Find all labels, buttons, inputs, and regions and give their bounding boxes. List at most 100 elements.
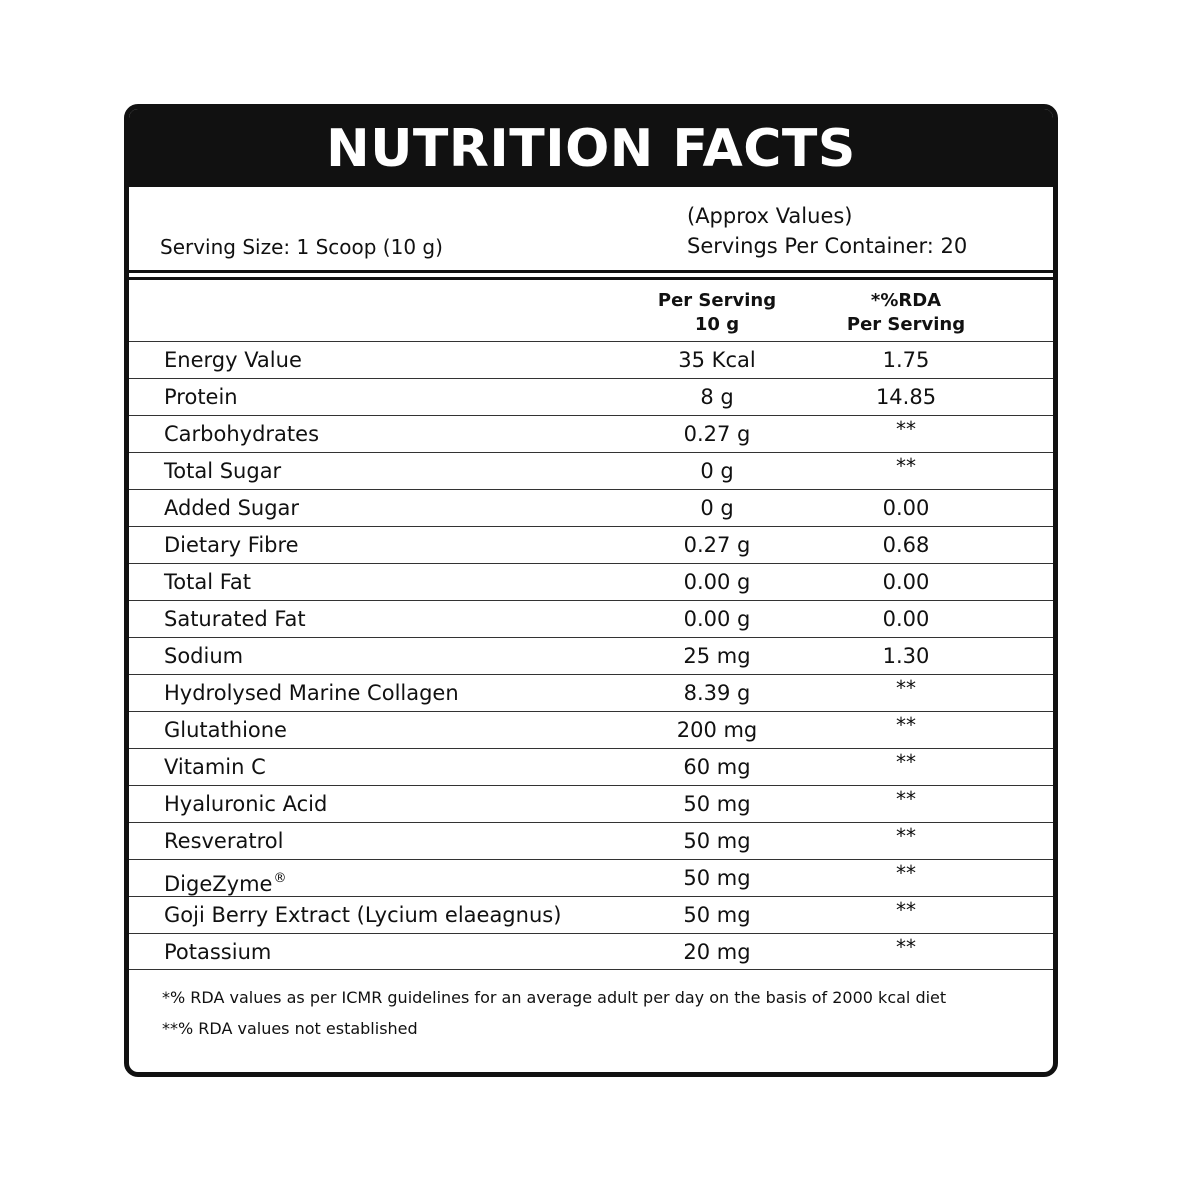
column-header-line: Per Serving: [846, 314, 966, 335]
nutrient-amount: 35 Kcal: [678, 348, 756, 372]
table-row: Potassium 20 mg **: [129, 933, 1053, 970]
table-row: Resveratrol 50 mg **: [129, 822, 1053, 859]
nutrient-rda: **: [896, 898, 916, 922]
nutrient-rda: **: [896, 935, 916, 959]
nutrient-amount: 50 mg: [683, 792, 751, 816]
nutrient-name: Resveratrol: [164, 823, 283, 860]
registered-mark: ®: [273, 871, 287, 886]
nutrition-facts-panel: NUTRITION FACTS Serving Size: 1 Scoop (1…: [124, 104, 1058, 1077]
table-row: Added Sugar 0 g 0.00: [129, 489, 1053, 526]
nutrient-name-text: Glutathione: [164, 718, 287, 742]
nutrient-name-text: Hyaluronic Acid: [164, 792, 328, 816]
nutrient-name-text: Protein: [164, 385, 238, 409]
title-band: NUTRITION FACTS: [129, 109, 1053, 187]
nutrient-name: Dietary Fibre: [164, 527, 299, 564]
table-row: Sodium 25 mg 1.30: [129, 637, 1053, 674]
nutrient-table: Energy Value 35 Kcal 1.75 Protein 8 g 14.85 Ca…: [129, 341, 1053, 970]
nutrient-name-text: Potassium: [164, 940, 272, 964]
nutrient-name: Added Sugar: [164, 490, 299, 527]
nutrient-name-text: Hydrolysed Marine Collagen: [164, 681, 459, 705]
nutrient-amount: 25 mg: [683, 644, 751, 668]
nutrient-rda: 1.30: [882, 644, 930, 668]
table-row: Dietary Fibre 0.27 g 0.68: [129, 526, 1053, 563]
nutrient-rda: **: [896, 824, 916, 848]
nutrient-name-text: Vitamin C: [164, 755, 266, 779]
nutrient-amount: 0 g: [700, 496, 734, 520]
table-row: Protein 8 g 14.85: [129, 378, 1053, 415]
nutrient-rda: 0.00: [882, 496, 930, 520]
table-row: Total Sugar 0 g **: [129, 452, 1053, 489]
nutrient-rda: **: [896, 676, 916, 700]
column-header-per-serving: Per Serving 10 g: [626, 289, 808, 337]
table-row: Saturated Fat 0.00 g 0.00: [129, 600, 1053, 637]
nutrient-amount: 8 g: [700, 385, 734, 409]
nutrient-rda: **: [896, 787, 916, 811]
column-header-line: 10 g: [694, 314, 740, 335]
approx-values-note: (Approx Values): [687, 204, 853, 228]
nutrient-rda: **: [896, 861, 916, 885]
nutrient-amount: 8.39 g: [683, 681, 751, 705]
nutrient-name: Vitamin C: [164, 749, 266, 786]
nutrient-name: Potassium: [164, 934, 271, 971]
nutrient-name: Sodium: [164, 638, 243, 675]
nutrient-name-text: Total Fat: [164, 570, 251, 594]
nutrient-rda: 0.68: [882, 533, 930, 557]
nutrient-name-text: Energy Value: [164, 348, 302, 372]
nutrient-name: Hyaluronic Acid: [164, 786, 327, 823]
page-title: NUTRITION FACTS: [326, 119, 856, 179]
nutrient-name-text: DigeZyme: [164, 872, 273, 896]
footnote-rda-basis: *% RDA values as per ICMR guidelines for…: [162, 988, 947, 1007]
nutrient-amount: 200 mg: [676, 718, 758, 742]
footnote-rda-not-established: **% RDA values not established: [162, 1019, 418, 1038]
nutrient-rda: 1.75: [882, 348, 930, 372]
nutrient-name: Carbohydrates: [164, 416, 319, 453]
nutrient-name: Energy Value: [164, 342, 302, 379]
table-row: Goji Berry Extract (Lycium elaeagnus) 50 …: [129, 896, 1053, 933]
nutrient-rda: **: [896, 713, 916, 737]
table-row: DigeZyme® 50 mg **: [129, 859, 1053, 896]
nutrient-amount: 0.27 g: [683, 422, 751, 446]
nutrient-name: Glutathione: [164, 712, 287, 749]
table-row: Hydrolysed Marine Collagen 8.39 g **: [129, 674, 1053, 711]
nutrient-rda: 0.00: [882, 570, 930, 594]
nutrient-amount: 0 g: [700, 459, 734, 483]
nutrient-amount: 50 mg: [683, 866, 751, 890]
nutrient-name: Protein: [164, 379, 238, 416]
serving-size: Serving Size: 1 Scoop (10 g): [160, 235, 443, 259]
nutrient-name: Saturated Fat: [164, 601, 306, 638]
nutrient-rda: 0.00: [882, 607, 930, 631]
nutrient-rda: **: [896, 454, 916, 478]
nutrient-amount: 0.00 g: [683, 607, 751, 631]
nutrient-amount: 0.27 g: [683, 533, 751, 557]
nutrient-amount: 20 mg: [683, 940, 751, 964]
divider-rule: [129, 277, 1053, 280]
nutrient-name-text: Resveratrol: [164, 829, 284, 853]
column-header-line: Per Serving: [657, 290, 777, 311]
table-row: Energy Value 35 Kcal 1.75: [129, 341, 1053, 378]
nutrient-amount: 0.00 g: [683, 570, 751, 594]
nutrient-amount: 50 mg: [683, 903, 751, 927]
nutrient-name: Hydrolysed Marine Collagen: [164, 675, 459, 712]
table-row: Glutathione 200 mg **: [129, 711, 1053, 748]
nutrient-name: Goji Berry Extract (Lycium elaeagnus): [164, 897, 561, 934]
nutrient-name-text: Dietary Fibre: [164, 533, 299, 557]
divider-rule: [129, 270, 1053, 273]
nutrient-rda: 14.85: [875, 385, 937, 409]
nutrient-name-text: Total Sugar: [164, 459, 282, 483]
nutrient-amount: 50 mg: [683, 829, 751, 853]
nutrient-amount: 60 mg: [683, 755, 751, 779]
nutrient-name: Total Sugar: [164, 453, 281, 490]
nutrient-name-text: Carbohydrates: [164, 422, 320, 446]
column-header-rda: *%RDA Per Serving: [811, 289, 1001, 337]
nutrient-name: Total Fat: [164, 564, 251, 601]
nutrient-name-text: Goji Berry Extract (Lycium elaeagnus): [164, 903, 562, 927]
servings-per-container: Servings Per Container: 20: [687, 234, 968, 258]
nutrient-name-text: Saturated Fat: [164, 607, 306, 631]
nutrient-name: DigeZyme®: [164, 860, 286, 903]
table-row: Vitamin C 60 mg **: [129, 748, 1053, 785]
nutrient-name-text: Sodium: [164, 644, 244, 668]
nutrient-rda: **: [896, 750, 916, 774]
table-row: Hyaluronic Acid 50 mg **: [129, 785, 1053, 822]
table-row: Total Fat 0.00 g 0.00: [129, 563, 1053, 600]
nutrient-rda: **: [896, 417, 916, 441]
